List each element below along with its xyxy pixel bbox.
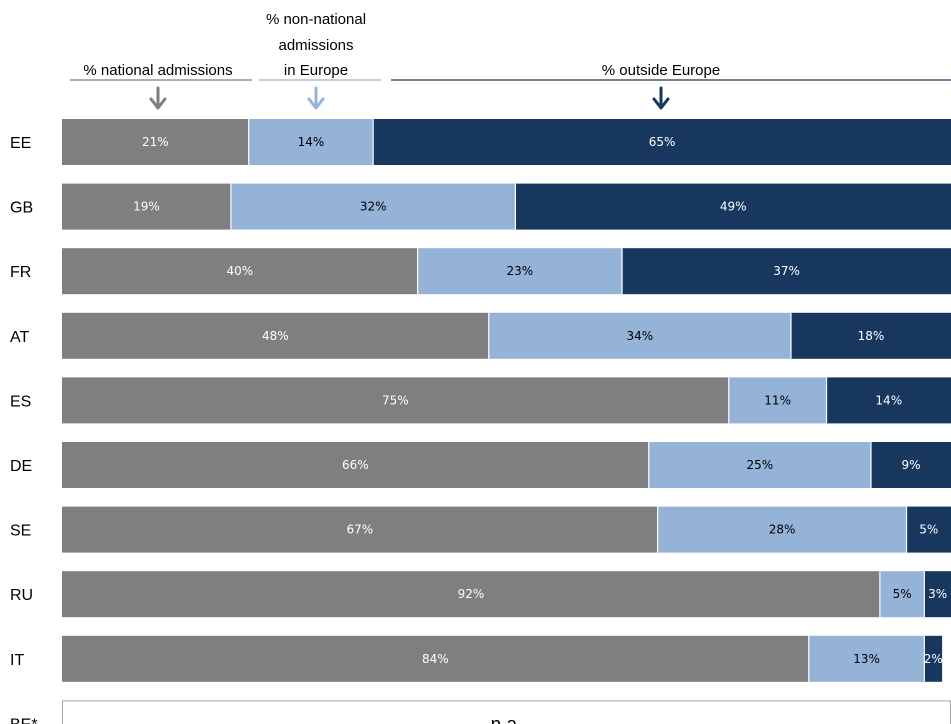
category-label: FR — [10, 264, 31, 281]
bar-segment-national — [62, 571, 880, 618]
data-label: 5% — [919, 523, 938, 537]
data-label: 92% — [458, 587, 485, 601]
bar-segment-non-national-europe — [808, 635, 925, 682]
bar-segment-outside-europe — [790, 312, 951, 359]
data-label: 37% — [773, 264, 800, 278]
data-label: 9% — [901, 458, 920, 472]
bar-segment-national — [62, 635, 809, 682]
data-label: 65% — [649, 135, 676, 149]
bar-row: ES 75% 11% 14% — [10, 377, 951, 424]
category-label: AT — [10, 329, 29, 346]
data-label: 2% — [924, 652, 943, 666]
header-text: admissions — [278, 37, 353, 54]
category-label: ES — [10, 393, 31, 410]
bar-segment-non-national-europe — [879, 571, 925, 618]
bar-row: BE* n.a. — [10, 700, 951, 724]
bar-segment-outside-europe — [373, 119, 951, 165]
bar-segment-national — [62, 506, 658, 553]
data-label: 34% — [627, 329, 654, 343]
category-label: DE — [10, 458, 32, 475]
category-label: IT — [10, 652, 24, 669]
category-label: BE* — [10, 716, 38, 724]
data-label: 23% — [506, 264, 533, 278]
category-label: GB — [10, 200, 33, 217]
bar-segment-outside-europe — [870, 442, 951, 488]
bar-row: DE 66% 25% 9% — [10, 442, 951, 488]
column-header-outside-europe: % outside Europe — [391, 62, 951, 110]
bar-segment-national — [62, 248, 418, 295]
bar-segment-outside-europe — [924, 571, 951, 618]
data-label: 14% — [298, 135, 325, 149]
bar-row: FR 40% 23% 37% — [10, 248, 951, 295]
bar-row: SE 67% 28% 5% — [10, 506, 951, 553]
bar-segment-non-national-europe — [230, 183, 516, 230]
data-label: 25% — [747, 458, 774, 472]
data-label: 21% — [142, 135, 169, 149]
bar-segment-national — [62, 442, 649, 488]
category-label: EE — [10, 135, 31, 152]
column-header-national: % national admissions — [70, 62, 252, 110]
bar-segment-national — [62, 119, 249, 165]
data-label: 32% — [360, 200, 387, 214]
data-label: 19% — [133, 200, 160, 214]
bar-row: EE 21% 14% 65% — [10, 119, 951, 165]
bar-segment-outside-europe — [515, 183, 951, 230]
bar-segment-non-national-europe — [648, 442, 871, 488]
header-text: in Europe — [284, 62, 348, 79]
data-label: 48% — [262, 329, 289, 343]
data-label: 67% — [346, 523, 373, 537]
down-arrow-icon — [149, 86, 167, 110]
column-headers: % national admissions % non-national admis… — [70, 11, 951, 110]
down-arrow-icon — [652, 86, 670, 110]
data-label: 84% — [422, 652, 449, 666]
bar-segment-outside-europe — [826, 377, 951, 424]
bar-segment-non-national-europe — [248, 119, 374, 165]
bar-segment-outside-europe — [906, 506, 951, 553]
bar-segment-outside-europe — [622, 248, 951, 295]
header-text: % national admissions — [83, 62, 232, 79]
na-label: n.a. — [491, 714, 523, 724]
bar-segment-outside-europe — [924, 635, 943, 682]
bar-segment-non-national-europe — [488, 312, 791, 359]
data-label: 75% — [382, 393, 409, 407]
data-label: 49% — [720, 200, 747, 214]
bar-row: RU 92% 5% 3% — [10, 571, 951, 618]
category-label: SE — [10, 523, 31, 540]
data-label: 40% — [226, 264, 253, 278]
data-label: 5% — [893, 587, 912, 601]
data-label: 18% — [858, 329, 885, 343]
bar-segment-national — [62, 377, 729, 424]
header-text: % outside Europe — [602, 62, 720, 79]
data-label: 28% — [769, 523, 796, 537]
bar-row: IT 84% 13% 2% — [10, 635, 943, 682]
data-label: 14% — [875, 393, 902, 407]
bar-row: GB 19% 32% 49% — [10, 183, 951, 230]
bar-segment-national — [62, 312, 489, 359]
column-header-non-national-europe: % non-national admissions in Europe — [259, 11, 381, 110]
bars-area: EE 21% 14% 65% GB 19% 32% 49% FR 40% 23% 37% AT 48% 34… — [10, 119, 951, 724]
data-label: 66% — [342, 458, 369, 472]
bar-segment-non-national-europe — [657, 506, 907, 553]
data-label: 3% — [928, 587, 947, 601]
data-label: 11% — [764, 393, 791, 407]
header-text: % non-national — [266, 11, 366, 28]
bar-segment-non-national-europe — [417, 248, 623, 295]
bar-segment-national — [62, 183, 231, 230]
bar-segment-non-national-europe — [728, 377, 827, 424]
data-label: 13% — [853, 652, 880, 666]
down-arrow-icon — [307, 86, 325, 110]
category-label: RU — [10, 587, 33, 604]
bar-row: AT 48% 34% 18% — [10, 312, 951, 359]
